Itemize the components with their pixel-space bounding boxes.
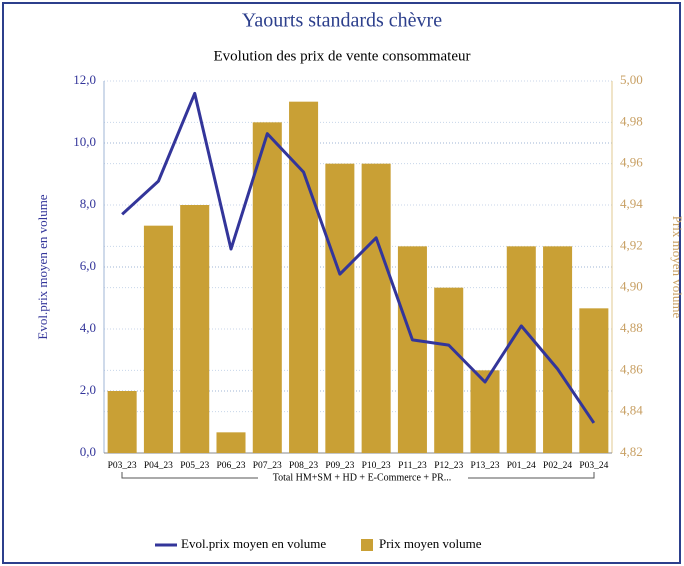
legend-label: Prix moyen volume [379,536,482,551]
y2-tick-label: 5,00 [620,72,643,87]
y2-tick-label: 4,84 [620,403,643,418]
bar [180,205,210,453]
bar [361,163,391,453]
y2-axis-label: Prix moyen volume [670,216,684,319]
legend-label: Evol.prix moyen en volume [181,536,326,551]
y-tick-label: 8,0 [80,196,96,211]
chart-subtitle: Evolution des prix de vente consommateur [213,48,470,64]
line [121,91,596,424]
group-label-bg [258,471,468,483]
y-axis-label: Evol.prix moyen en volume [35,194,50,339]
x-tick-label: P03_23 [108,461,137,471]
x-tick-label: P09_23 [325,461,354,471]
y2-tick-label: 4,96 [620,155,643,170]
x-tick-label: P04_23 [144,461,173,471]
x-tick-label: P08_23 [289,461,318,471]
bar [506,246,536,453]
x-tick-label: P10_23 [362,461,391,471]
y-tick-label: 6,0 [80,258,96,273]
bar [289,101,319,454]
x-tick-label: P12_23 [434,461,463,471]
legend-swatch [361,539,373,551]
bar [252,122,282,453]
bar [143,225,173,453]
bar [107,391,137,453]
x-tick-label: P07_23 [253,461,282,471]
group-label: Total HM+SM + HD + E-Commerce + PR... [273,472,452,483]
y2-tick-label: 4,92 [620,237,643,252]
y2-tick-label: 4,94 [620,196,643,211]
y-tick-label: 12,0 [73,72,96,87]
y2-tick-label: 4,86 [620,361,643,376]
chart-title: Yaourts standards chèvre [242,10,442,32]
y-tick-label: 2,0 [80,382,96,397]
x-tick-label: P01_24 [507,461,536,471]
bar [579,308,609,453]
y-tick-label: 0,0 [80,444,96,459]
bar [470,370,500,453]
x-tick-label: P02_24 [543,461,572,471]
y2-tick-label: 4,82 [620,444,643,459]
y-tick-label: 4,0 [80,320,96,335]
y-tick-label: 10,0 [73,134,96,149]
x-tick-label: P13_23 [470,461,499,471]
bar [325,163,355,453]
x-tick-label: P06_23 [216,461,245,471]
bar [543,246,573,453]
y2-tick-label: 4,98 [620,113,643,128]
y2-tick-label: 4,90 [620,279,643,294]
y2-tick-label: 4,88 [620,320,643,335]
bar [397,246,427,453]
x-tick-label: P03_24 [579,461,608,471]
bar [434,287,464,453]
x-tick-label: P05_23 [180,461,209,471]
x-tick-label: P11_23 [398,461,427,471]
bar [216,432,246,453]
